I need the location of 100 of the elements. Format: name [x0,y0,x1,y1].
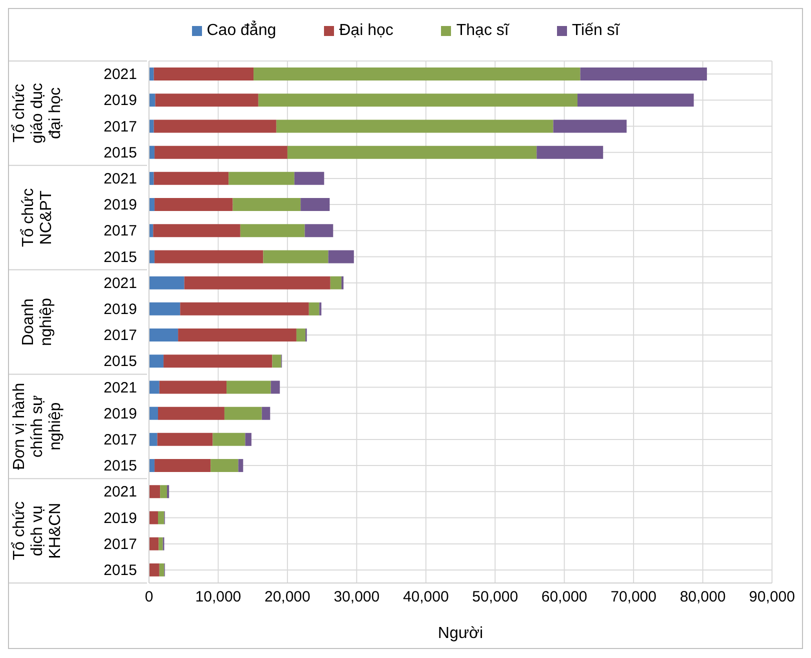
bar [149,172,154,185]
bar [270,380,280,394]
text: Tổ chức dịch vụ KH&CN [11,501,64,560]
bar [160,485,167,498]
x-tick-label: 0 [144,588,154,606]
text: Doanh nghiệp [20,298,55,346]
bar [228,172,294,185]
bar [149,276,184,290]
bar [159,380,227,394]
y-tick-label: 2021 [104,170,137,188]
bar [210,459,238,472]
bar [159,563,164,576]
bar [149,146,155,159]
bar [536,146,604,159]
bar [149,511,158,524]
bar [224,406,262,420]
bar [154,459,211,472]
bar [184,276,330,290]
bar [180,302,309,316]
bar [178,328,296,342]
bar [158,511,164,524]
x-tick-label: 70,000 [610,588,656,606]
bar [263,250,328,264]
bar [149,563,160,576]
y-tick-label: 2015 [104,458,137,475]
bar [240,224,305,238]
bar [272,354,282,368]
x-tick-label: 30,000 [334,588,380,606]
legend-label: Đại học [339,22,394,40]
x-tick-label: 90,000 [749,588,795,606]
bar [155,94,258,107]
bar [149,250,155,264]
y-tick-label: 2019 [104,92,137,110]
bar [154,250,264,264]
bar [232,198,301,212]
bar [154,198,233,212]
bar [149,406,158,420]
bar [149,120,154,133]
bar [153,224,240,238]
y-tick-label: 2021 [104,274,137,292]
y-tick-label: 2017 [104,118,137,136]
bar [154,68,254,81]
bar [149,459,155,472]
bar [149,354,164,368]
x-tick-label: 60,000 [541,588,588,606]
bar [287,146,537,159]
bar [258,94,578,107]
y-tick-label: 2019 [104,510,137,527]
bar [157,432,213,446]
y-tick-label: 2015 [104,248,137,266]
y-tick-label: 2019 [104,300,137,318]
y-tick-label: 2015 [104,353,137,370]
x-tick-label: 10,000 [195,588,242,606]
bar [149,302,180,316]
bar [304,224,334,238]
text: Tổ chức giáo dục đại học [11,82,64,144]
bar [300,198,330,212]
bar [149,328,178,342]
bar [149,537,159,550]
bar [154,120,276,133]
bar [328,250,354,264]
bar [294,172,324,185]
y-tick-label: 2021 [104,484,137,501]
bar [226,380,271,394]
bar [577,94,694,107]
bar [330,276,342,290]
bar [341,276,344,290]
y-tick-label: 2015 [104,562,137,579]
y-tick-label: 2021 [104,66,137,84]
bar [212,432,246,446]
bar [296,328,306,342]
bar [154,146,288,159]
bar [553,120,627,133]
bar [154,172,229,185]
x-tick-label: 50,000 [472,588,518,606]
bar [245,432,252,446]
x-tick-label: 20,000 [264,588,310,606]
y-tick-label: 2017 [104,222,137,240]
bar [276,120,554,133]
legend-label: Tiến sĩ [572,22,620,40]
x-tick-label: 80,000 [680,588,726,606]
y-tick-label: 2017 [104,327,137,344]
bar [149,68,154,81]
y-tick-label: 2021 [104,379,137,396]
bar [158,406,224,420]
x-axis-title: Người [438,625,484,642]
legend-label: Cao đẳng [206,22,276,40]
y-tick-label: 2015 [104,144,137,162]
bar [262,406,270,420]
bar [254,68,580,81]
bar [164,354,272,368]
bar [149,485,160,498]
bar [308,302,320,316]
bar [149,380,160,394]
bar [158,537,163,550]
text: Đơn vị hành chính sự nghiệp [11,382,64,470]
y-tick-label: 2017 [104,536,137,553]
bar [238,459,244,472]
legend-label: Thạc sĩ [456,22,509,40]
bar [149,198,155,212]
